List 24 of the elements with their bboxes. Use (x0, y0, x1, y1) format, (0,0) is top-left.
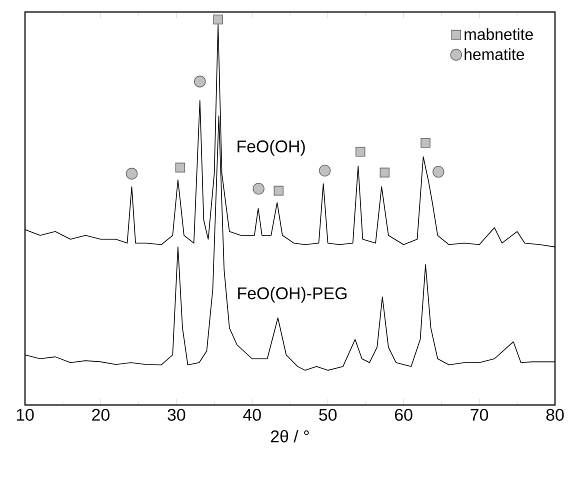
x-tick-label: 50 (319, 408, 337, 421)
x-tick-label: 80 (546, 408, 564, 421)
point (432, 166, 444, 178)
x-tick-label: 40 (243, 408, 261, 421)
point (380, 168, 390, 178)
series-label: FeO(OH)-PEG (238, 286, 347, 303)
legend-label: mabnetite (464, 28, 533, 40)
point (213, 14, 223, 24)
point (175, 162, 186, 172)
point (274, 186, 284, 196)
x-tick-label: 20 (92, 408, 110, 421)
x-tick-label: 10 (16, 408, 34, 421)
point (356, 146, 366, 157)
point (420, 138, 430, 148)
x-axis-title: 2θ / ° (270, 430, 309, 442)
point (126, 168, 138, 180)
point (252, 182, 264, 195)
legend-label: hematite (464, 48, 524, 60)
x-tick-label: 30 (168, 408, 186, 421)
series-label: FeO(OH) (238, 140, 305, 156)
x-tick-label: 70 (470, 408, 488, 421)
point (194, 76, 206, 88)
point (318, 164, 331, 177)
x-tick-label: 60 (395, 408, 412, 421)
